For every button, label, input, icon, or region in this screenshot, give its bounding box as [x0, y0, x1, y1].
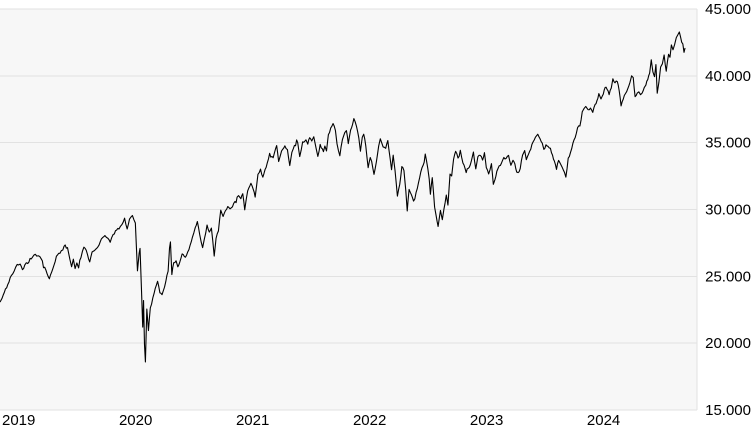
y-tick-label: 40.000 — [705, 68, 751, 85]
x-axis-labels: 2019 2020 2021 2022 2023 2024 — [2, 412, 620, 429]
y-tick-label: 35.000 — [705, 135, 751, 152]
y-tick-label: 15.000 — [705, 402, 751, 419]
x-tick-label: 2021 — [236, 412, 269, 429]
price-line — [0, 31, 686, 363]
y-tick-label: 20.000 — [705, 335, 751, 352]
y-axis-labels: 45.000 40.000 35.000 30.000 25.000 20.000 15.0… — [705, 1, 751, 419]
x-tick-label: 2020 — [119, 412, 152, 429]
x-tick-label: 2019 — [2, 412, 35, 429]
price-line-path — [0, 31, 686, 363]
x-tick-label: 2022 — [353, 412, 386, 429]
y-tick-label: 25.000 — [705, 268, 751, 285]
x-tick-label: 2024 — [587, 412, 620, 429]
y-tick-label: 45.000 — [705, 1, 751, 18]
y-tick-label: 30.000 — [705, 202, 751, 219]
x-tick-label: 2023 — [470, 412, 503, 429]
